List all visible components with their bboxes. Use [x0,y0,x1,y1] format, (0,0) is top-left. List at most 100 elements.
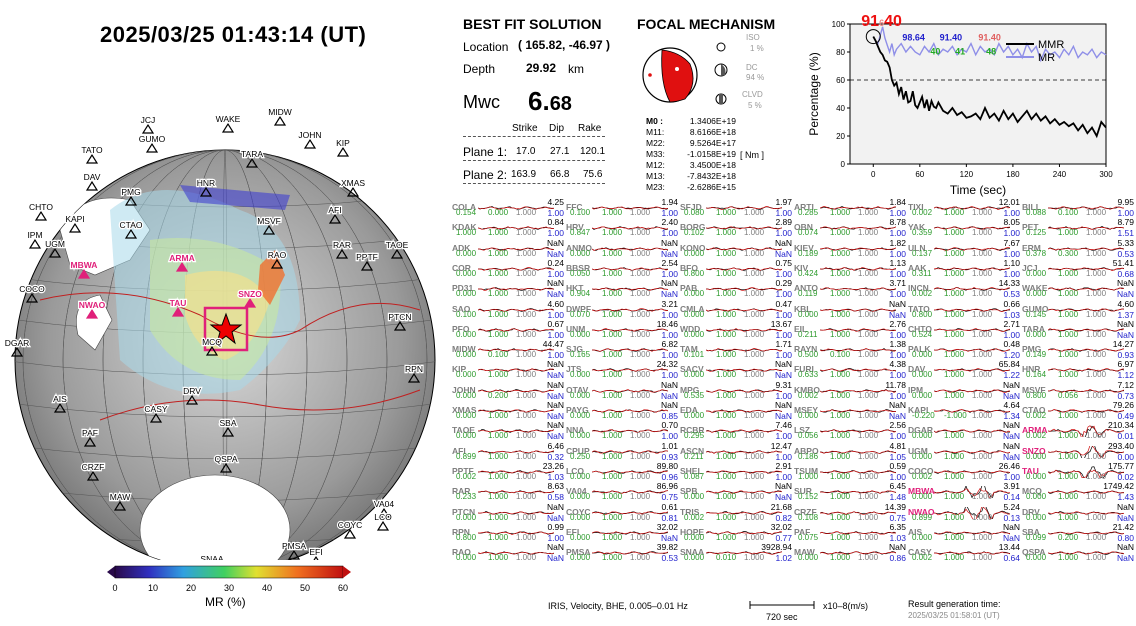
map-station-gumo[interactable]: GUMO [138,133,167,153]
map-station-afi[interactable]: AFI [327,204,343,224]
map-station-efi[interactable]: EFI [308,546,324,560]
map-station-john[interactable]: JOHN [297,129,323,149]
waveform-cell-taoe[interactable]: TAOE NaN 0.000 1.000 1.000 NaN [452,420,568,447]
waveform-cell-sjg[interactable]: SJG 6.82 0.165 1.000 1.000 1.00 [566,339,682,366]
waveform-cell-maw[interactable]: MAW NaN 0.000 1.000 1.000 0.86 [794,542,910,569]
waveform-cell-midw[interactable]: MIDW 44.47 0.000 0.100 1.000 1.00 [452,339,568,366]
waveform-cell-eil[interactable]: EIL 2.76 0.211 1.000 1.000 1.00 [794,319,910,346]
map-station-chto[interactable]: CHTO [28,201,55,221]
waveform-cell-rayn[interactable]: RAYN 1.38 0.500 0.100 1.000 1.00 [794,339,910,366]
map-station-kapi[interactable]: KAPI [64,213,86,233]
waveform-cell-nna[interactable]: NNA 0.70 0.000 1.000 1.000 1.00 [566,420,682,447]
waveform-cell-mpg[interactable]: MPG 9.31 0.535 1.000 1.000 1.00 [680,380,796,407]
waveform-cell-paf[interactable]: PAF 6.35 0.075 1.000 1.000 1.03 [794,522,910,549]
map-station-midw[interactable]: MIDW [267,106,293,126]
waveform-cell-rar[interactable]: RAR 8.63 0.233 1.000 1.000 0.58 [452,481,568,508]
waveform-cell-abpo[interactable]: ABPO 4.81 0.186 1.000 1.000 1.05 [794,441,910,468]
map-station-qspa[interactable]: QSPA [213,453,239,473]
waveform-cell-obn[interactable]: OBN 8.78 0.074 1.000 1.000 1.00 [794,217,910,244]
waveform-cell-hkt[interactable]: HKT NaN 0.904 1.000 1.000 NaN [566,278,682,305]
waveform-cell-bfo[interactable]: BFO 0.75 0.800 1.000 1.000 1.00 [680,258,796,285]
waveform-cell-nwao[interactable]: NWAO 5.24 0.899 1.000 1.000 0.13 [908,502,1024,529]
waveform-cell-kbl[interactable]: KBL NaN 0.000 1.000 1.000 NaN [794,299,910,326]
map-station-kip[interactable]: KIP [335,137,351,157]
waveform-cell-dwpf[interactable]: DWPF 3.21 0.070 1.000 1.000 1.00 [566,299,682,326]
map-station-pptf[interactable]: PPTF [355,251,379,271]
waveform-cell-tam[interactable]: TAM 1.71 0.101 1.000 1.000 1.00 [680,339,796,366]
map-station-xmas[interactable]: XMAS [340,177,367,197]
waveform-cell-ctao[interactable]: CTAO 79.26 0.002 1.000 1.000 0.49 [1022,400,1136,427]
waveform-cell-pab[interactable]: PAB 0.29 0.000 1.000 1.000 1.00 [680,278,796,305]
waveform-cell-pet[interactable]: PET 8.79 0.125 1.000 1.000 1.51 [1022,217,1136,244]
map-station-coco[interactable]: COCO [18,283,46,303]
map-station-wake[interactable]: WAKE [214,113,242,133]
map-station-jcj[interactable]: JCJ [139,114,157,134]
waveform-cell-snzo[interactable]: SNZO 293.40 0.000 1.000 1.000 0.00 [1022,441,1136,468]
waveform-cell-wdd[interactable]: WDD 13.67 0.000 1.000 1.000 1.00 [680,319,796,346]
waveform-cell-eda[interactable]: EDA NaN 0.000 1.000 1.000 NaN [680,400,796,427]
waveform-cell-hnr[interactable]: HNR 6.97 0.164 1.000 1.000 1.12 [1022,359,1136,386]
waveform-cell-kono[interactable]: KONO NaN 0.000 1.000 1.000 NaN [680,238,796,265]
map-station-hnr[interactable]: HNR [196,177,216,197]
waveform-cell-xmas[interactable]: XMAS NaN 0.000 1.000 1.000 NaN [452,400,568,427]
waveform-cell-tixi[interactable]: TIXI 12.01 0.002 1.000 1.000 1.00 [908,197,1024,224]
waveform-cell-arma[interactable]: ARMA 210.34 0.002 1.000 1.000 0.01 [1022,420,1136,447]
waveform-cell-kiev[interactable]: KIEV 1.82 0.189 1.000 1.000 1.00 [794,238,910,265]
waveform-cell-lsz[interactable]: LSZ 2.56 0.056 1.000 1.000 1.00 [794,420,910,447]
waveform-cell-ascn[interactable]: ASCN 12.47 0.211 1.000 1.000 1.00 [680,441,796,468]
waveform-cell-pfo[interactable]: PFO 0.67 0.000 1.000 1.000 1.00 [452,319,568,346]
waveform-cell-yak[interactable]: YAK 8.05 0.359 1.000 1.000 1.00 [908,217,1024,244]
waveform-cell-tsum[interactable]: TSUM 0.59 1.000 1.000 1.000 1.00 [794,461,910,488]
waveform-cell-kapi[interactable]: KAPI 4.64 -0.220 -1.000 1.000 1.34 [908,400,1024,427]
waveform-cell-ptcn[interactable]: PTCN NaN 0.000 1.000 1.000 NaN [452,502,568,529]
waveform-cell-tris[interactable]: TRIS 21.68 0.002 1.000 1.000 0.82 [680,502,796,529]
waveform-cell-wake[interactable]: WAKE NaN 0.000 1.000 1.000 NaN [1022,278,1136,305]
waveform-cell-borg[interactable]: BORG 2.89 0.102 1.000 1.000 1.00 [680,217,796,244]
map-station-paf[interactable]: PAF [81,427,99,447]
waveform-cell-pmsa[interactable]: PMSA 39.82 0.000 1.000 1.000 0.53 [566,542,682,569]
map-station-ugm[interactable]: UGM [44,238,66,258]
waveform-cell-kip[interactable]: KIP NaN 0.000 1.000 1.000 NaN [452,359,568,386]
waveform-cell-hope[interactable]: HOPE 32.02 0.000 1.000 1.000 0.77 [680,522,796,549]
waveform-cell-cola[interactable]: COLA 4.25 0.154 0.000 1.000 1.00 [452,197,568,224]
waveform-cell-rpn[interactable]: RPN 0.99 0.800 1.000 1.000 1.00 [452,522,568,549]
waveform-cell-dgar[interactable]: DGAR NaN 0.000 1.000 1.000 NaN [908,420,1024,447]
waveform-cell-qspa[interactable]: QSPA NaN 0.000 1.000 1.000 NaN [1022,542,1136,569]
map-station-pmg[interactable]: PMG [120,186,142,206]
map-station-maw[interactable]: MAW [109,491,131,511]
waveform-cell-sfjd[interactable]: SFJD 1.97 0.080 1.000 1.000 1.00 [680,197,796,224]
waveform-cell-dav[interactable]: DAV 65.84 0.000 1.000 1.000 1.22 [908,359,1024,386]
waveform-cell-cpup[interactable]: CPUP 1.01 0.250 1.000 1.000 0.93 [566,441,682,468]
waveform-cell-tato[interactable]: TATO 0.66 0.800 1.000 1.000 1.03 [908,299,1024,326]
waveform-cell-anmo[interactable]: ANMO NaN 0.000 1.000 1.000 NaN [566,238,682,265]
waveform-cell-incn[interactable]: INCN 14.33 0.002 1.000 1.000 0.53 [908,278,1024,305]
waveform-cell-uln[interactable]: ULN 7.67 0.137 1.000 1.000 1.00 [908,238,1024,265]
waveform-cell-otav[interactable]: OTAV NaN 0.000 1.000 1.000 NaN [566,380,682,407]
waveform-cell-pptf[interactable]: PPTF 23.26 0.002 1.000 1.000 1.03 [452,461,568,488]
waveform-cell-tara[interactable]: TARA NaN 0.000 1.000 1.000 NaN [1022,319,1136,346]
map-station-ctao[interactable]: CTAO [118,219,144,239]
map-station-lco[interactable]: LCO [373,511,393,531]
epicenter-star[interactable] [209,312,243,345]
waveform-cell-sba[interactable]: SBA 21.42 0.099 0.200 1.000 0.80 [1022,522,1136,549]
map-station-crzf[interactable]: CRZF [80,461,106,481]
waveform-cell-jcj[interactable]: JCJ 51.41 0.000 1.000 1.000 0.68 [1022,258,1136,285]
waveform-cell-gumo[interactable]: GUMO 4.60 0.145 1.000 1.000 1.37 [1022,299,1136,326]
map-station-coyc[interactable]: COYC [336,519,364,539]
waveform-cell-va04[interactable]: VA04 86.96 0.000 1.000 1.000 0.75 [566,481,682,508]
waveform-cell-crzf[interactable]: CRZF 14.39 0.108 1.000 1.000 0.75 [794,502,910,529]
waveform-cell-ipm[interactable]: IPM NaN 0.000 1.000 1.000 NaN [908,380,1024,407]
waveform-cell-chto[interactable]: CHTO 2.71 0.524 1.000 1.000 1.00 [908,319,1024,346]
waveform-cell-adk[interactable]: ADK NaN 0.000 1.000 1.000 NaN [452,238,568,265]
waveform-cell-rao[interactable]: RAO NaN 0.000 1.000 1.000 NaN [452,542,568,569]
waveform-cell-john[interactable]: JOHN NaN 0.000 0.200 1.000 NaN [452,380,568,407]
waveform-cell-efi[interactable]: EFI 32.02 0.000 1.000 1.000 NaN [566,522,682,549]
map-station-snaa[interactable]: SNAA [199,553,225,560]
map-station-tara[interactable]: TARA [240,148,265,168]
waveform-cell-bill[interactable]: BILL 9.95 0.088 0.100 1.000 1.00 [1022,197,1136,224]
waveform-cell-msvf[interactable]: MSVF 7.12 0.800 0.056 1.000 0.73 [1022,380,1136,407]
map-station-rar[interactable]: RAR [332,239,352,259]
waveform-cell-afi[interactable]: AFI 6.46 0.899 1.000 1.000 0.32 [452,441,568,468]
map-station-ptcn[interactable]: PTCN [387,311,413,331]
map-station-msvf[interactable]: MSVF [256,215,282,235]
